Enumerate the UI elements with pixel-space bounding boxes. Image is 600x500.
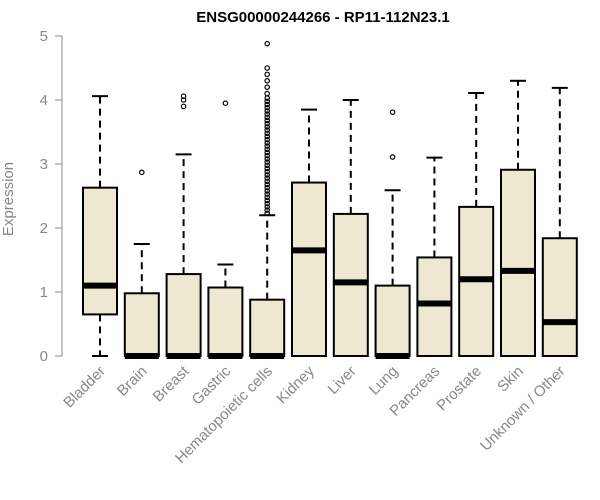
box-rect: [249, 298, 286, 357]
outlier-point: [264, 210, 271, 217]
outlier-point: [264, 111, 271, 117]
outlier-point: [264, 204, 271, 210]
outlier-point: [264, 146, 271, 153]
outlier-point: [264, 149, 271, 156]
outlier-point: [222, 100, 229, 107]
box-rect: [500, 168, 536, 357]
outlier-point: [180, 103, 187, 110]
x-tick-label: Prostate: [433, 363, 485, 415]
outlier-point: [264, 156, 271, 162]
outlier-point: [264, 140, 271, 146]
outlier-point: [264, 124, 271, 130]
outlier-point: [264, 188, 271, 194]
box-rect: [541, 237, 578, 358]
y-tick-label: 2: [40, 220, 48, 237]
outlier-point: [264, 130, 271, 137]
outlier-point: [264, 108, 271, 114]
box-rect: [82, 186, 118, 316]
x-tick-label: Lung: [366, 363, 402, 399]
outlier-point: [264, 143, 271, 149]
outlier-point: [264, 159, 271, 165]
x-tick-label: Kidney: [273, 362, 318, 407]
outlier-point: [264, 114, 271, 121]
box-prostate: [458, 91, 495, 357]
chart-title: ENSG00000244266 - RP11-112N23.1: [196, 9, 450, 26]
box-bladder: [82, 95, 118, 357]
x-tick-label: Breast: [150, 362, 193, 405]
outlier-point: [264, 40, 271, 47]
outlier-point: [264, 136, 271, 143]
y-tick-label: 0: [40, 348, 48, 365]
outlier-point: [264, 98, 271, 105]
outlier-point: [264, 120, 271, 127]
outlier-point: [264, 184, 271, 191]
outlier-point: [264, 168, 271, 175]
y-tick-label: 4: [40, 92, 48, 109]
box-skin: [500, 79, 536, 357]
outlier-point: [264, 101, 271, 108]
box-kidney: [291, 108, 327, 357]
box-rect: [207, 286, 244, 357]
outlier-point: [264, 71, 271, 78]
outlier-point: [180, 93, 187, 99]
box-liver: [332, 99, 369, 357]
x-tick-label: Skin: [494, 363, 527, 396]
box-group: [82, 40, 578, 359]
x-tick-label: Bladder: [60, 363, 109, 412]
outlier-point: [264, 194, 271, 201]
box-hematopoietic-cells: [249, 40, 286, 359]
y-tick-label: 5: [40, 28, 48, 45]
box-rect: [416, 256, 453, 357]
outlier-point: [264, 175, 271, 181]
y-axis-title: Expression: [0, 162, 17, 236]
outlier-point: [264, 191, 271, 197]
box-unknown-other: [541, 86, 578, 358]
box-rect: [165, 273, 202, 357]
y-tick-label: 3: [40, 156, 48, 173]
outlier-point: [389, 154, 396, 160]
outlier-point: [264, 165, 271, 172]
box-brain: [123, 169, 160, 359]
y-tick-label: 1: [40, 284, 48, 301]
outlier-point: [264, 152, 271, 159]
outlier-point: [264, 162, 271, 169]
x-tick-label: Liver: [325, 363, 360, 398]
outlier-point: [264, 181, 271, 188]
outlier-point: [264, 197, 271, 204]
y-axis: 0 1 2 3 4 5: [40, 28, 63, 365]
box-rect: [123, 292, 160, 357]
outlier-point: [264, 90, 271, 97]
outlier-point: [264, 65, 271, 71]
outlier-point: [264, 117, 271, 124]
outlier-point: [264, 207, 271, 213]
box-lung: [374, 109, 411, 359]
x-tick-label: Brain: [114, 363, 151, 400]
outlier-point: [264, 133, 271, 140]
box-pancreas: [416, 156, 453, 357]
box-rect: [291, 181, 327, 357]
box-gastric: [207, 100, 244, 359]
outlier-point: [264, 127, 271, 133]
outlier-point: [389, 109, 396, 115]
outlier-point: [139, 169, 145, 176]
outlier-point: [264, 200, 271, 207]
box-rect: [374, 284, 411, 358]
outlier-point: [264, 172, 271, 178]
outlier-point: [264, 84, 271, 91]
box-breast: [165, 93, 202, 359]
outlier-point: [264, 104, 271, 111]
outlier-point: [264, 178, 271, 185]
outlier-point: [264, 78, 271, 84]
